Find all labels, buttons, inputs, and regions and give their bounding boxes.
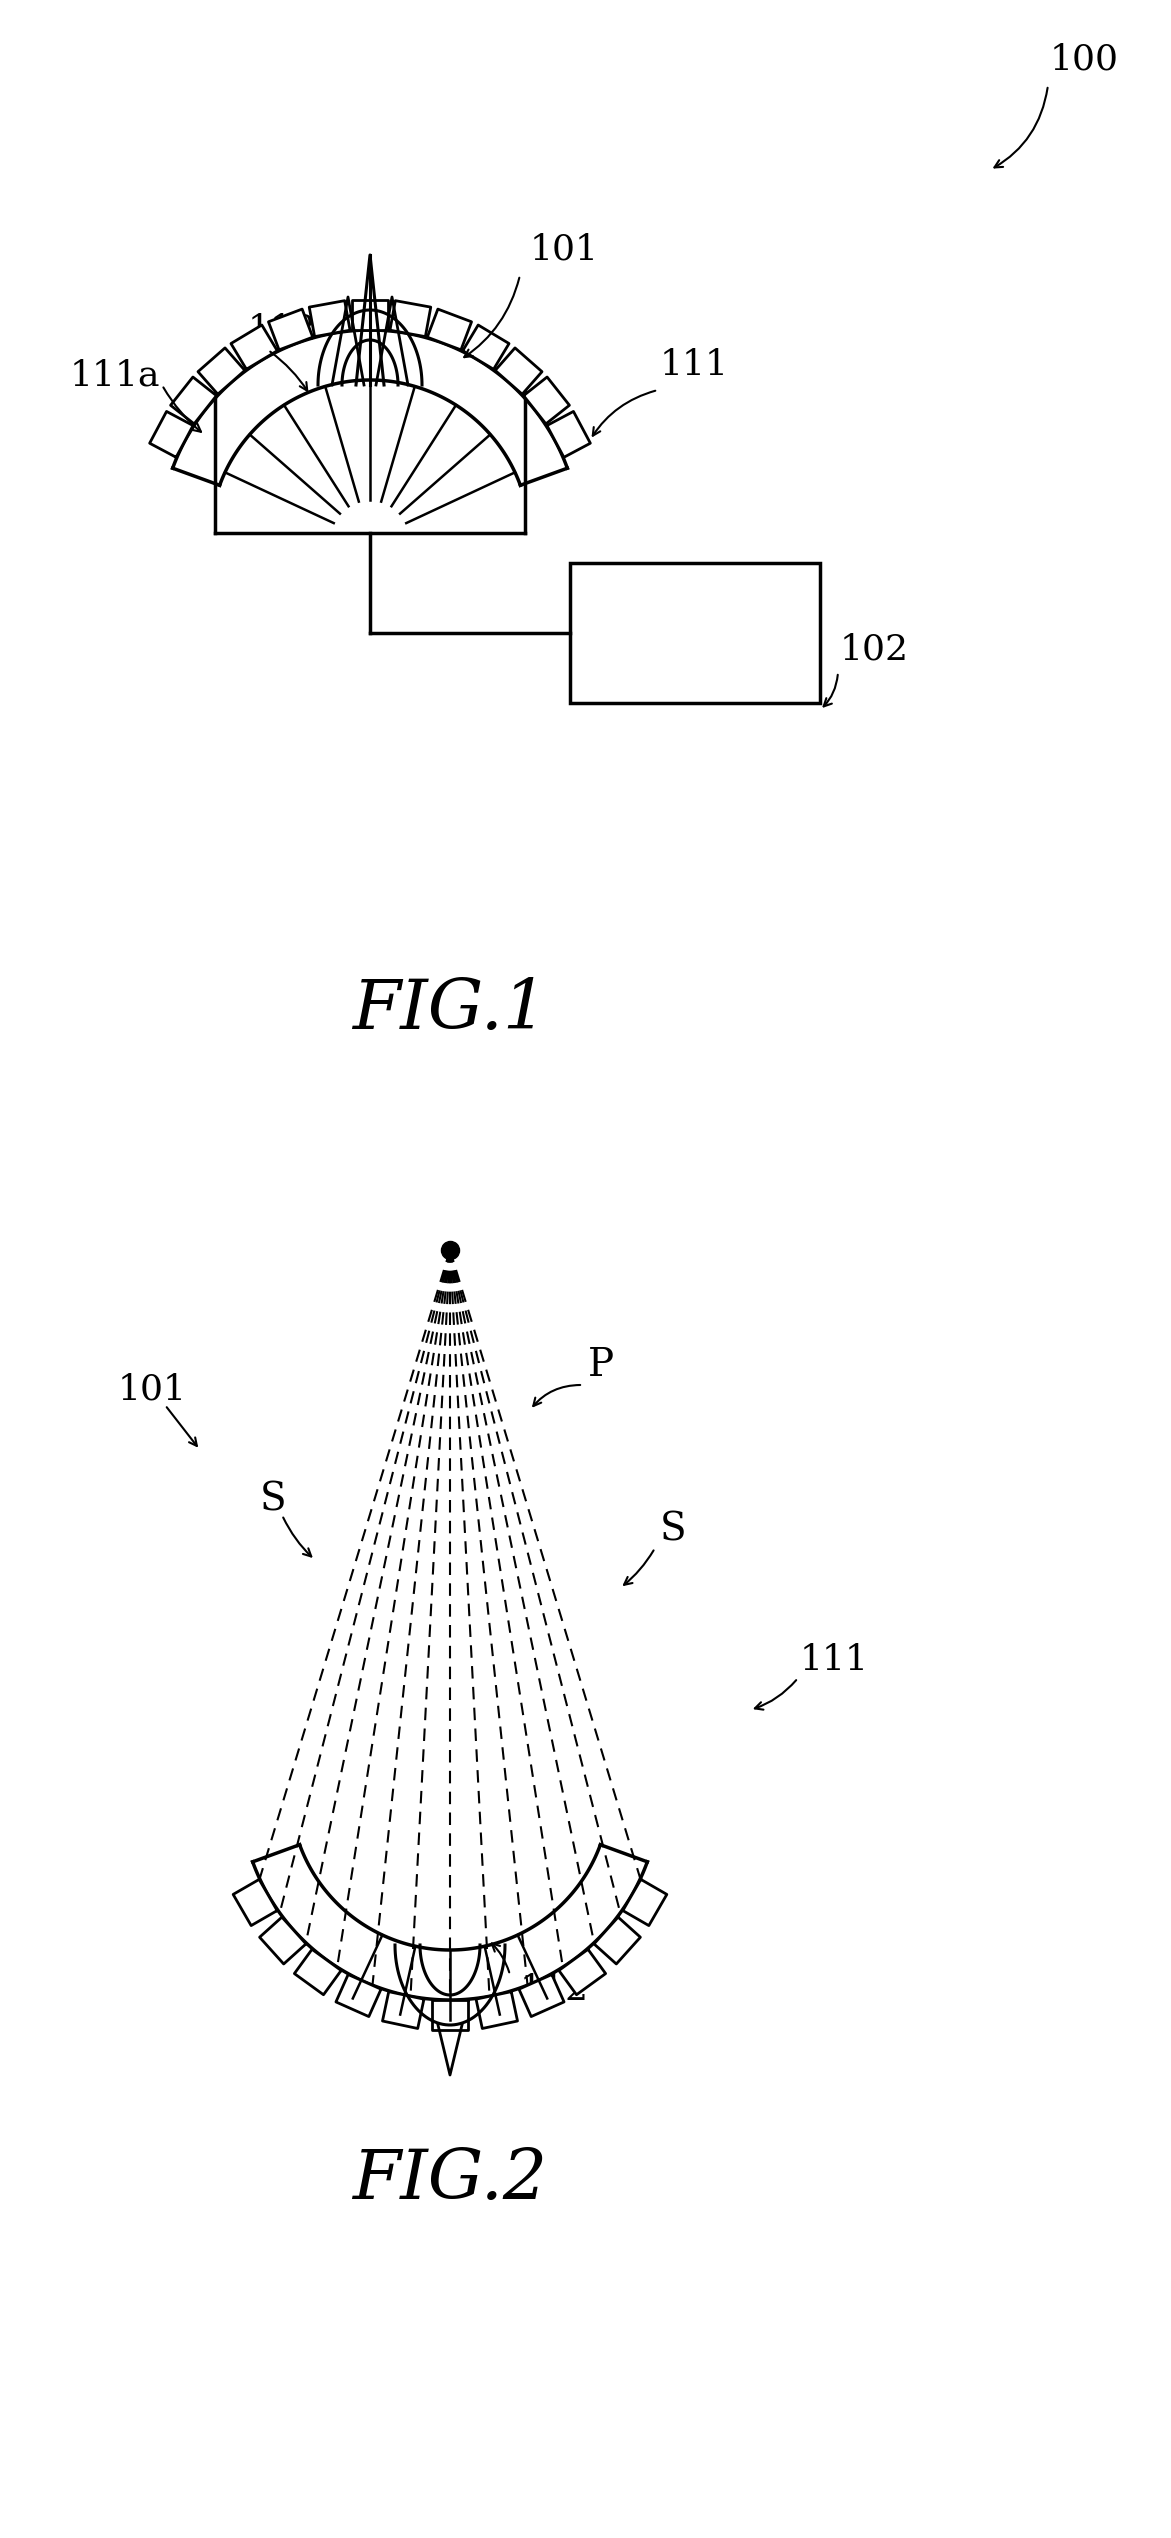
Polygon shape [559,1949,605,1995]
Polygon shape [594,1916,641,1964]
Polygon shape [495,348,542,393]
Text: FIG.1: FIG.1 [352,977,548,1043]
Polygon shape [547,411,590,457]
FancyArrowPatch shape [492,1944,509,1972]
Text: S: S [260,1482,287,1518]
Polygon shape [519,1975,564,2018]
FancyArrowPatch shape [164,388,201,431]
FancyArrowPatch shape [533,1386,580,1406]
Polygon shape [623,1881,666,1926]
FancyArrowPatch shape [464,277,519,358]
Polygon shape [432,2000,468,2030]
FancyArrowPatch shape [624,1551,653,1584]
Polygon shape [427,310,472,350]
FancyArrowPatch shape [994,89,1048,168]
FancyArrowPatch shape [593,391,656,437]
FancyArrowPatch shape [755,1680,796,1711]
Polygon shape [309,299,350,338]
Polygon shape [260,1916,306,1964]
Polygon shape [294,1949,341,1995]
Polygon shape [231,325,278,368]
Polygon shape [268,310,313,350]
Text: 102: 102 [840,632,909,667]
FancyArrowPatch shape [166,1406,197,1447]
Text: 112: 112 [248,312,317,348]
Text: 112: 112 [520,1972,589,2008]
Polygon shape [390,299,431,338]
FancyArrowPatch shape [283,1518,311,1556]
Text: P: P [588,1348,614,1383]
Text: FIG.2: FIG.2 [352,2147,548,2213]
Polygon shape [171,378,217,424]
Text: 101: 101 [530,233,600,266]
Polygon shape [352,299,388,330]
Polygon shape [523,378,569,424]
Text: 111a: 111a [70,358,160,391]
Polygon shape [150,411,193,457]
Text: 111: 111 [660,348,730,383]
Bar [570,563,820,703]
Polygon shape [198,348,245,393]
Text: 111: 111 [800,1642,869,1678]
Polygon shape [477,1992,518,2028]
Polygon shape [336,1975,381,2018]
Polygon shape [383,1992,424,2028]
FancyArrowPatch shape [271,353,307,391]
Text: S: S [660,1513,686,1548]
Polygon shape [463,325,509,368]
Text: 101: 101 [118,1373,187,1406]
FancyArrowPatch shape [823,675,837,706]
Text: 100: 100 [1050,43,1119,76]
Polygon shape [233,1881,278,1926]
